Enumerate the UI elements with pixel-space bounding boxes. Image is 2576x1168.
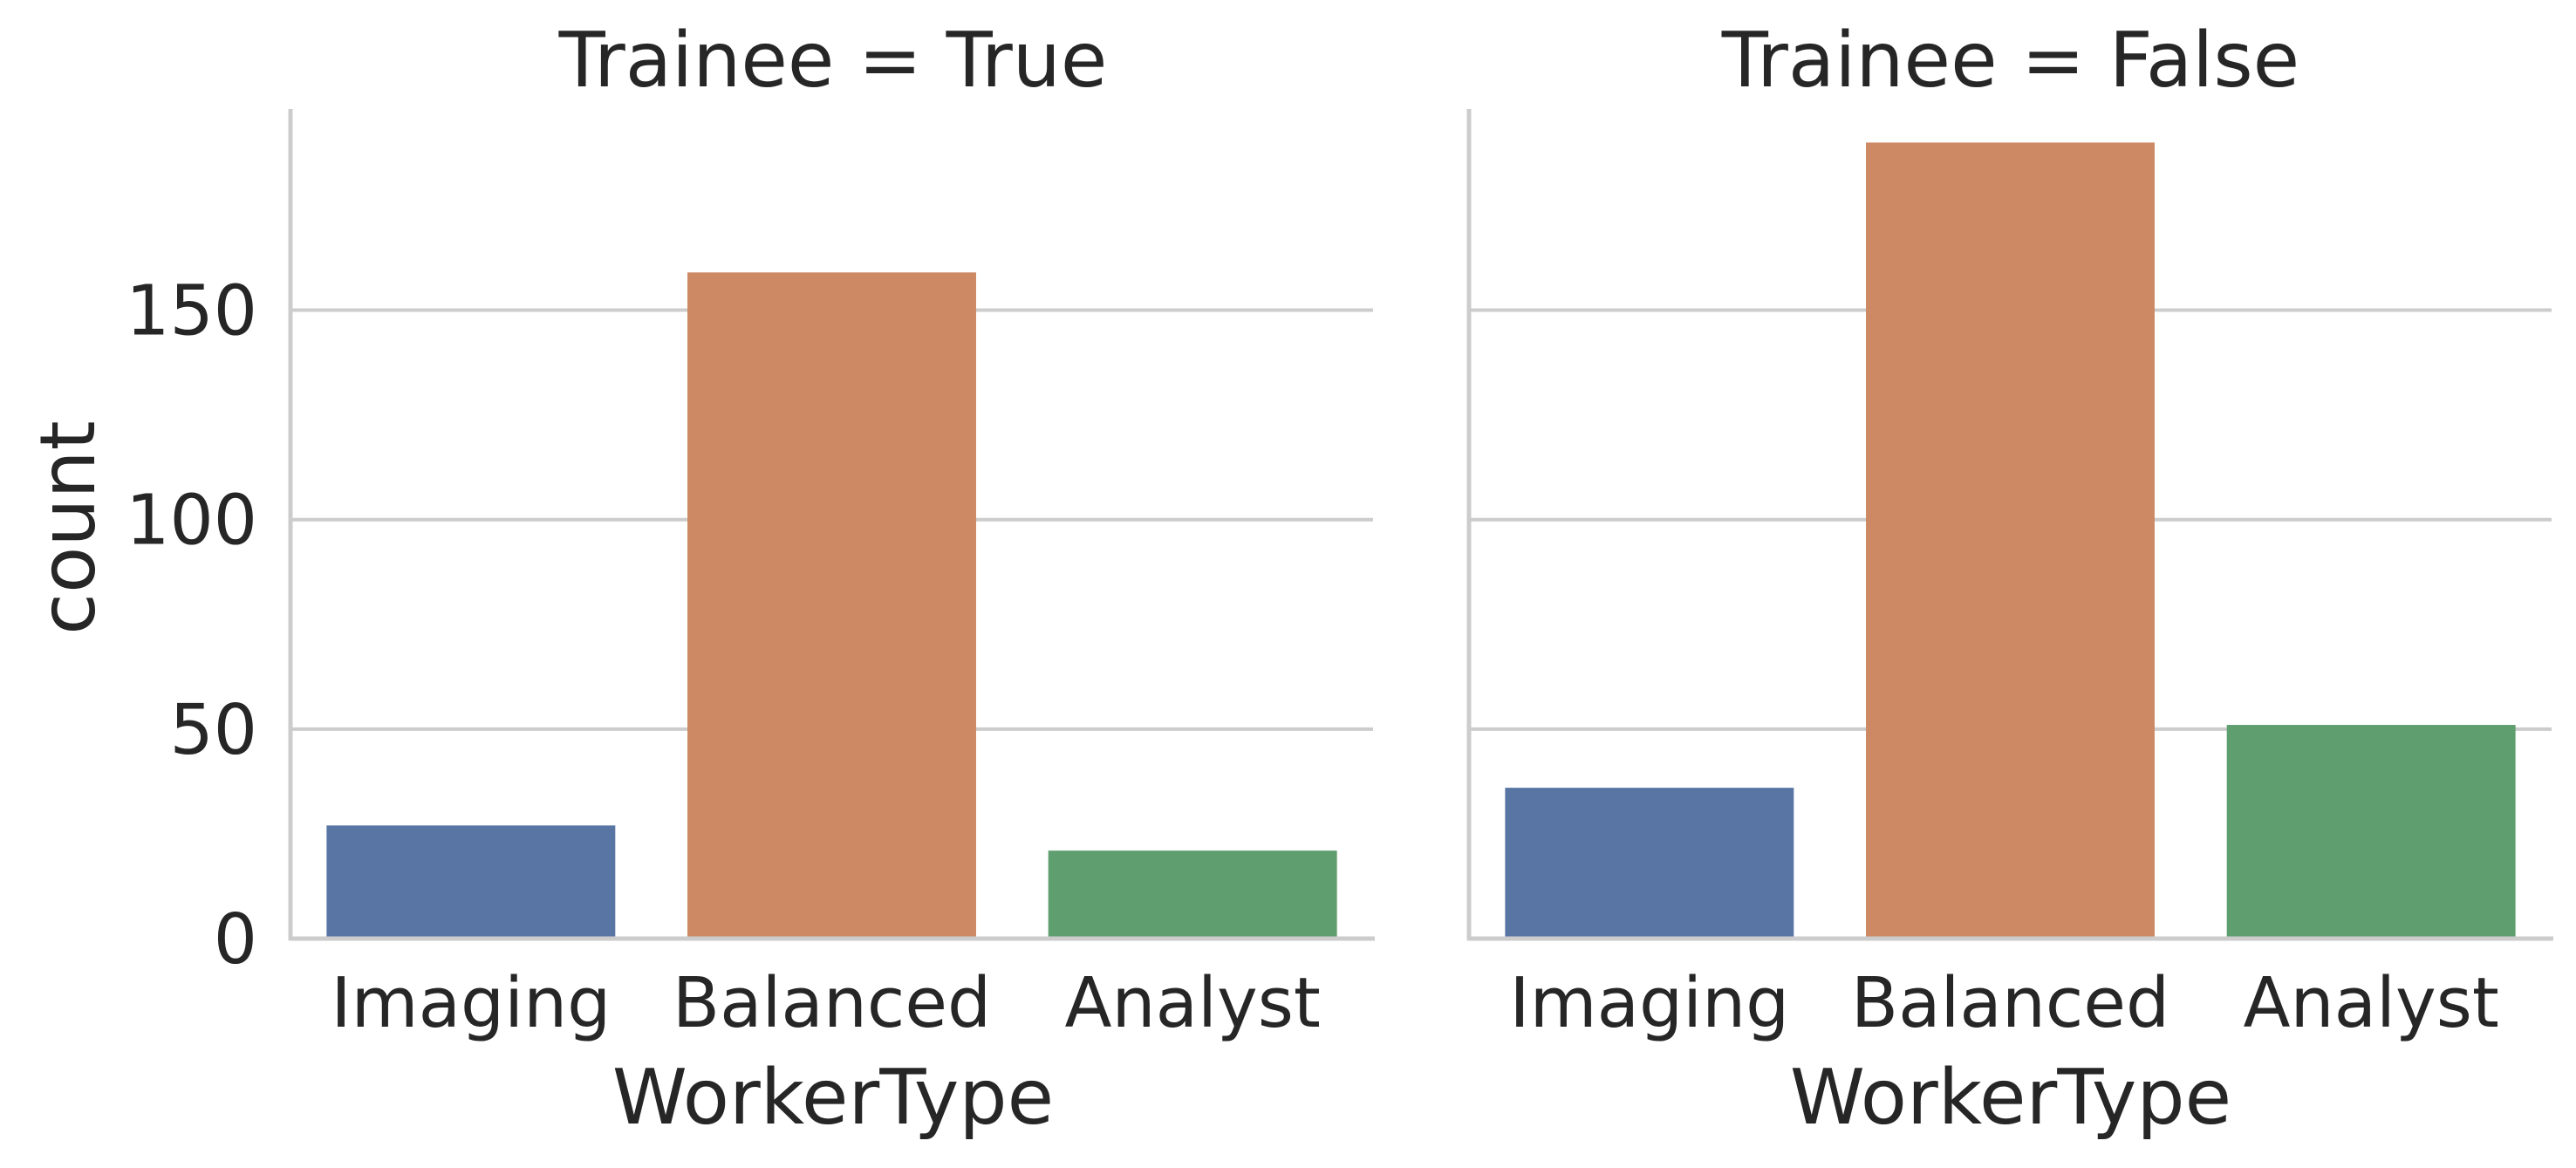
x-tick-label-imaging: Imaging	[331, 963, 611, 1043]
x-tick-label-balanced: Balanced	[673, 963, 991, 1043]
y-axis-label: count	[24, 420, 113, 634]
panel-trainee-true: Trainee = True 0 50 100 150 Imaging Balanced…	[126, 16, 1375, 1142]
bar-imaging	[1505, 788, 1794, 939]
y-tick-label: 0	[214, 899, 257, 980]
bar-imaging	[326, 825, 616, 939]
panel-trainee-false: Trainee = False Imaging Balanced Analyst W…	[1466, 16, 2553, 1142]
axes-spines	[1466, 109, 2553, 941]
x-tick-label-imaging: Imaging	[1509, 963, 1789, 1043]
y-tick-label: 50	[169, 690, 257, 770]
x-axis-label: WorkerType	[612, 1053, 1054, 1142]
x-tick-labels: Imaging Balanced Analyst	[331, 963, 1321, 1043]
x-tick-label-analyst: Analyst	[1064, 963, 1320, 1043]
y-tick-labels: 0 50 100 150	[126, 271, 257, 980]
y-tick-label: 150	[126, 271, 257, 352]
x-tick-label-analyst: Analyst	[2243, 963, 2498, 1043]
axes-spines	[288, 109, 1375, 941]
bar-analyst	[1048, 850, 1337, 939]
x-tick-labels: Imaging Balanced Analyst	[1509, 963, 2499, 1043]
bar-balanced	[687, 272, 976, 939]
bars	[1505, 142, 2516, 939]
bars	[326, 272, 1337, 939]
bar-balanced	[1866, 142, 2155, 939]
x-axis-label: WorkerType	[1790, 1053, 2231, 1142]
x-tick-label-balanced: Balanced	[1851, 963, 2169, 1043]
bar-analyst	[2226, 725, 2516, 939]
panel-title: Trainee = False	[1721, 16, 2299, 105]
y-tick-label: 100	[126, 481, 257, 561]
panel-title: Trainee = True	[558, 16, 1108, 105]
